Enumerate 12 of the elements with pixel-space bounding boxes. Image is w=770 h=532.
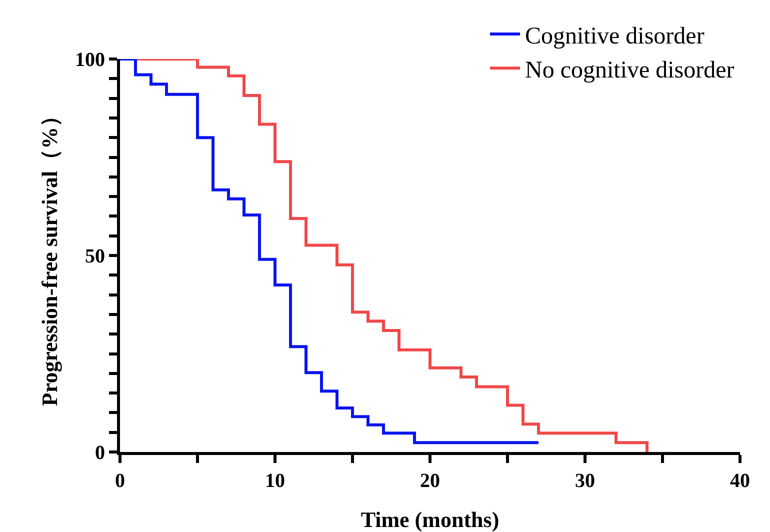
y-tick-label: 0 xyxy=(95,442,105,464)
legend-label: Cognitive disorder xyxy=(525,23,704,50)
x-tick-label: 10 xyxy=(265,470,285,492)
y-tick-label: 50 xyxy=(85,246,105,268)
y-axis-title: Progression-free survival（%） xyxy=(36,104,62,406)
legend-label: No cognitive disorder xyxy=(525,58,734,84)
x-tick-label: 30 xyxy=(575,470,595,492)
x-tick-label: 0 xyxy=(115,470,125,492)
x-axis-title: Time (months) xyxy=(360,507,500,532)
x-tick-label: 20 xyxy=(420,470,440,492)
x-tick-label: 40 xyxy=(730,470,750,492)
y-tick-label: 100 xyxy=(75,49,105,71)
